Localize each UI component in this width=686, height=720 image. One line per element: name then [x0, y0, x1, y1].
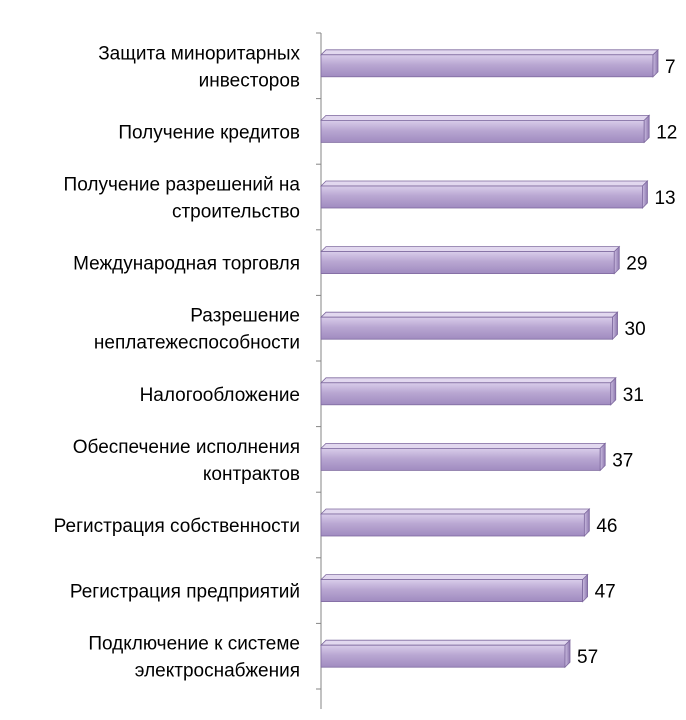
bar-front-face	[320, 579, 584, 602]
bar	[320, 508, 591, 537]
category-label: Налогообложение	[140, 385, 300, 406]
data-label: 13	[654, 188, 675, 209]
data-label: 57	[577, 647, 598, 668]
bar-top-face	[320, 311, 619, 318]
category-label-line: строительство	[172, 202, 300, 223]
data-label: 31	[623, 385, 644, 406]
category-axis	[316, 32, 322, 709]
bar-top-face	[320, 442, 607, 449]
category-label: Разрешение неплатежеспособности	[94, 306, 300, 354]
category-label: Получение кредитов	[118, 122, 300, 143]
bar	[320, 639, 571, 669]
category-label-line: неплатежеспособности	[94, 333, 300, 354]
category-label: Регистрация собственности	[54, 516, 300, 537]
category-label-line: контрактов	[203, 464, 300, 485]
bar-top-face	[320, 639, 571, 646]
category-label-line: электроснабжения	[135, 661, 300, 682]
bar-end-cap	[610, 376, 617, 406]
bar-end-cap	[613, 245, 620, 275]
bar-end-cap	[583, 508, 590, 537]
bar-end-cap	[652, 48, 659, 78]
bar	[320, 311, 619, 341]
bar	[320, 180, 649, 209]
data-label: 47	[595, 582, 616, 603]
category-label-line: инвесторов	[199, 70, 300, 91]
category-label: Защита миноритарных инвесторов	[98, 43, 300, 91]
bar-end-cap	[612, 311, 618, 341]
bar-front-face	[320, 120, 645, 143]
bar-front-face	[320, 185, 643, 209]
bar	[320, 442, 607, 472]
bar-end-cap	[642, 180, 648, 209]
bar-front-face	[320, 382, 612, 406]
bar-end-cap	[564, 639, 571, 669]
bar-top-face	[320, 574, 589, 580]
bar	[320, 245, 621, 275]
category-label-line: Регистрация собственности	[54, 516, 300, 537]
bar-front-face	[320, 447, 601, 471]
category-labels: Защита миноритарных инвесторов Получение к…	[54, 43, 301, 681]
bar-front-face	[320, 251, 615, 275]
bar-end-cap	[582, 573, 588, 603]
data-labels: 7 12 13 29 30 31 37 46 47 57	[577, 57, 677, 668]
category-label-line: Международная торговля	[73, 254, 300, 275]
bar	[320, 573, 589, 603]
data-label: 29	[626, 254, 647, 275]
bar-top-face	[320, 377, 617, 384]
category-label-line: Подключение к системе	[88, 634, 300, 655]
bar-front-face	[320, 644, 566, 668]
bar-top-face	[320, 115, 651, 121]
bar-top-face	[320, 49, 659, 56]
data-label: 30	[625, 319, 646, 340]
category-label: Получение разрешений на строительство	[64, 175, 301, 223]
category-label-line: Получение разрешений на	[64, 175, 301, 196]
bar-top-face	[320, 180, 649, 187]
category-label-line: Регистрация предприятий	[70, 582, 300, 603]
category-label-line: Налогообложение	[140, 385, 300, 406]
bar-top-face	[320, 246, 621, 253]
data-label: 12	[656, 122, 677, 143]
bar	[320, 114, 651, 144]
category-label-line: Защита миноритарных	[98, 43, 300, 64]
category-label-line: Разрешение	[190, 306, 300, 327]
category-label: Подключение к системе электроснабжения	[88, 634, 300, 682]
bar	[320, 48, 659, 78]
bar-front-face	[320, 316, 613, 340]
category-label: Международная торговля	[73, 254, 300, 275]
bar-end-cap	[643, 114, 650, 144]
bar-front-face	[320, 54, 654, 78]
bar-top-face	[320, 508, 591, 515]
bar-end-cap	[599, 442, 606, 472]
category-label: Обеспечение исполнения контрактов	[73, 437, 300, 485]
data-label: 46	[596, 516, 617, 537]
category-label-line: Обеспечение исполнения	[73, 437, 300, 458]
data-label: 7	[665, 57, 676, 78]
data-label: 37	[612, 450, 633, 471]
bar-front-face	[320, 513, 585, 537]
category-label-line: Получение кредитов	[118, 122, 300, 143]
bar	[320, 376, 617, 406]
bars	[320, 48, 659, 669]
category-label: Регистрация предприятий	[70, 582, 300, 603]
